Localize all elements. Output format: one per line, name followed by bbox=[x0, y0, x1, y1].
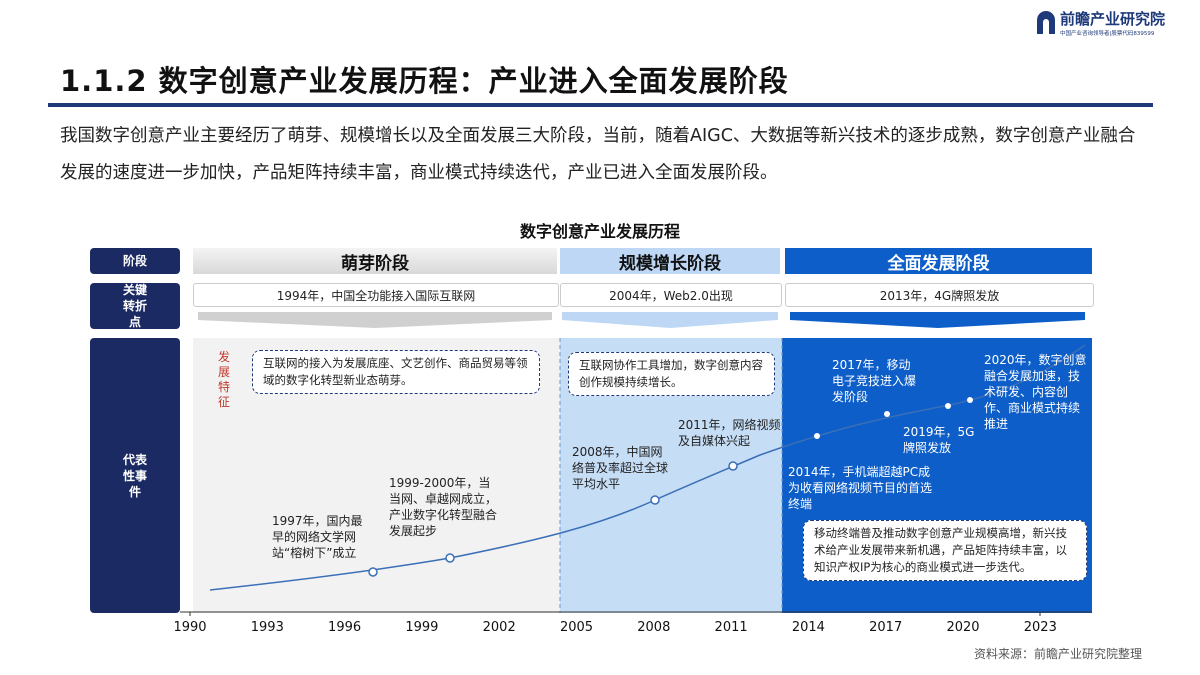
event-text: 1999-2000年，当当网、卓越网成立，产业数字化转型融合发展起步 bbox=[389, 476, 498, 538]
axis-label: 2017 bbox=[869, 620, 903, 635]
axis-label: 2023 bbox=[1023, 620, 1057, 635]
event-text: 1997年，国内最早的网络文学网站“榕树下”成立 bbox=[272, 514, 363, 560]
axis-label: 2014 bbox=[791, 620, 825, 635]
event-text: 2020年，数字创意融合发展加速，技术研发、内容创作、商业模式持续推进 bbox=[984, 353, 1087, 431]
logo-subtext: 中国产业咨询领导者|股票代码839599 bbox=[1060, 31, 1155, 37]
row-label: 代表性事件 bbox=[90, 338, 180, 613]
axis-label: 2011 bbox=[714, 620, 748, 635]
row-label: 阶段 bbox=[90, 248, 180, 274]
axis-label: 1996 bbox=[328, 620, 362, 635]
axis-label: 1990 bbox=[173, 620, 207, 635]
stage-header: 萌芽阶段 bbox=[193, 248, 557, 274]
axis-label: 2002 bbox=[482, 620, 516, 635]
axis-label: 2008 bbox=[637, 620, 671, 635]
logo: 前瞻产业研究院 中国产业咨询领导者|股票代码839599 bbox=[1035, 8, 1165, 37]
stage-header: 全面发展阶段 bbox=[785, 248, 1092, 274]
stage-header: 规模增长阶段 bbox=[560, 248, 780, 274]
event-text: 2019年，5G牌照发放 bbox=[903, 425, 975, 455]
turning-point: 1994年，中国全功能接入国际互联网 bbox=[193, 283, 559, 307]
axis-label: 2020 bbox=[946, 620, 980, 635]
logo-text: 前瞻产业研究院 bbox=[1060, 10, 1166, 28]
feature-box: 互联网的接入为发展底座、文艺创作、商品贸易等领域的数字化转型新业态萌芽。 bbox=[252, 350, 540, 394]
row-label: 关键转折点 bbox=[90, 283, 180, 329]
event-text: 2014年，手机端超越PC成为收看网络视频节目的首选终端 bbox=[788, 465, 933, 511]
intro-text: 我国数字创意产业主要经历了萌芽、规模增长以及全面发展三大阶段，当前，随着AIGC… bbox=[60, 126, 1136, 183]
logo-icon bbox=[1037, 10, 1055, 34]
slide-title: 1.1.2 数字创意产业发展历程：产业进入全面发展阶段 bbox=[60, 64, 789, 98]
axis-label: 2005 bbox=[559, 620, 594, 635]
turning-point: 2004年，Web2.0出现 bbox=[560, 283, 782, 307]
axis-label: 1993 bbox=[250, 620, 284, 635]
event-text: 2008年，中国网络普及率超过全球平均水平 bbox=[572, 445, 669, 491]
axis-label: 1999 bbox=[405, 620, 439, 635]
feature-box: 互联网协作工具增加，数字创意内容创作规模持续增长。 bbox=[568, 352, 775, 396]
feature-box: 移动终端普及推动数字创意产业规模高增，新兴技术给产业发展带来新机遇，产品矩阵持续… bbox=[803, 520, 1087, 581]
turning-point: 2013年，4G牌照发放 bbox=[785, 283, 1094, 307]
event-text: 2017年，移动电子竞技进入爆发阶段 bbox=[832, 358, 917, 404]
title-rule bbox=[48, 103, 1153, 107]
source-note: 资料来源：前瞻产业研究院整理 bbox=[973, 647, 1142, 661]
event-text: 2011年，网络视频及自媒体兴起 bbox=[678, 418, 781, 448]
diagram-title: 数字创意产业发展历程 bbox=[519, 222, 680, 241]
feature-label: 发展特征 bbox=[218, 350, 231, 409]
